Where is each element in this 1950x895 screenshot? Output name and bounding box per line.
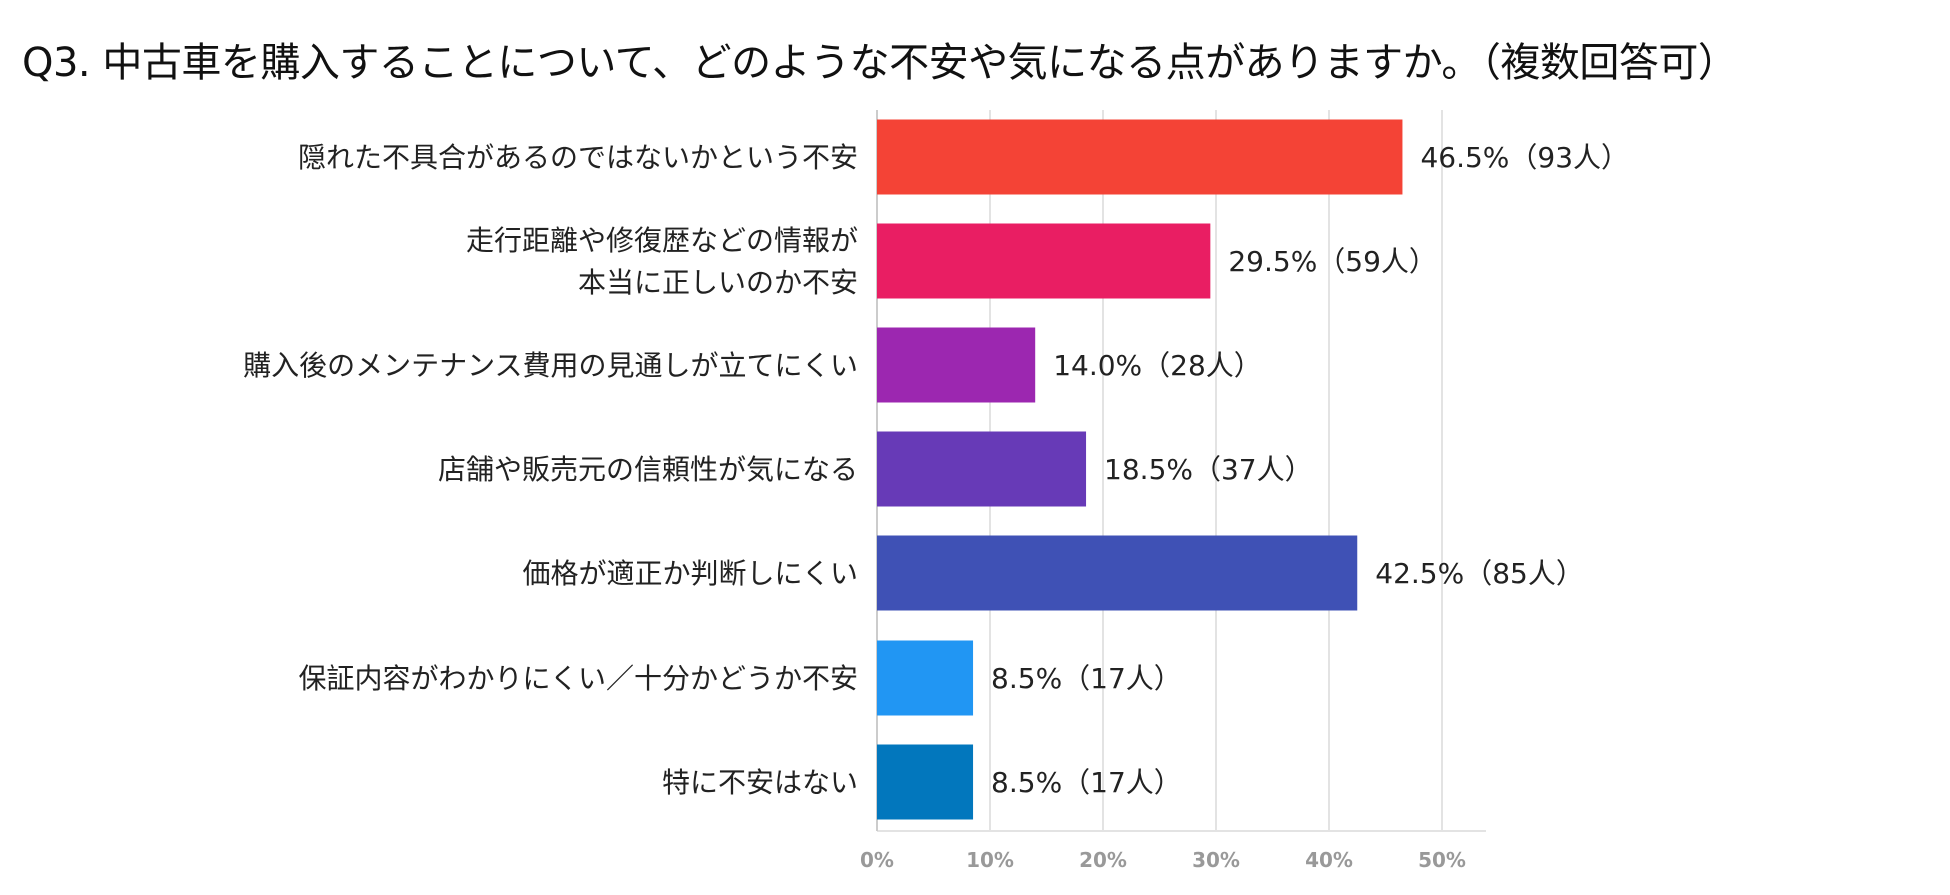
category-label: 走行距離や修復歴などの情報が xyxy=(466,224,858,257)
bar xyxy=(877,744,974,820)
data-label: 8.5%（17人） xyxy=(991,662,1182,695)
data-label: 8.5%（17人） xyxy=(991,766,1182,799)
x-tick-label: 30% xyxy=(1192,848,1240,872)
data-label: 14.0%（28人） xyxy=(1053,349,1262,382)
category-label: 価格が適正か判断しにくい xyxy=(523,557,858,590)
bar xyxy=(877,327,1036,403)
category-label: 隠れた不具合があるのではないかという不安 xyxy=(298,141,858,174)
data-label: 42.5%（85人） xyxy=(1375,557,1584,590)
data-label: 29.5%（59人） xyxy=(1228,245,1437,278)
bar xyxy=(877,535,1358,611)
bar xyxy=(877,223,1211,299)
category-label: 保証内容がわかりにくい／十分かどうか不安 xyxy=(299,662,858,695)
x-tick-label: 20% xyxy=(1079,848,1127,872)
chart-title: Q3. 中古車を購入することについて、どのような不安や気になる点がありますか。（… xyxy=(22,40,1738,86)
category-label: 店舗や販売元の信頼性が気になる xyxy=(438,453,858,486)
x-tick-label: 40% xyxy=(1305,848,1353,872)
bar xyxy=(877,640,974,716)
x-tick-label: 0% xyxy=(860,848,894,872)
category-label: 本当に正しいのか不安 xyxy=(578,266,858,299)
data-label: 18.5%（37人） xyxy=(1104,453,1313,486)
bar xyxy=(877,431,1087,507)
data-label: 46.5%（93人） xyxy=(1420,141,1629,174)
x-tick-label: 50% xyxy=(1418,848,1466,872)
bar xyxy=(877,119,1403,195)
x-tick-label: 10% xyxy=(966,848,1014,872)
category-label: 特に不安はない xyxy=(662,766,858,799)
category-label: 購入後のメンテナンス費用の見通しが立てにくい xyxy=(243,349,858,382)
